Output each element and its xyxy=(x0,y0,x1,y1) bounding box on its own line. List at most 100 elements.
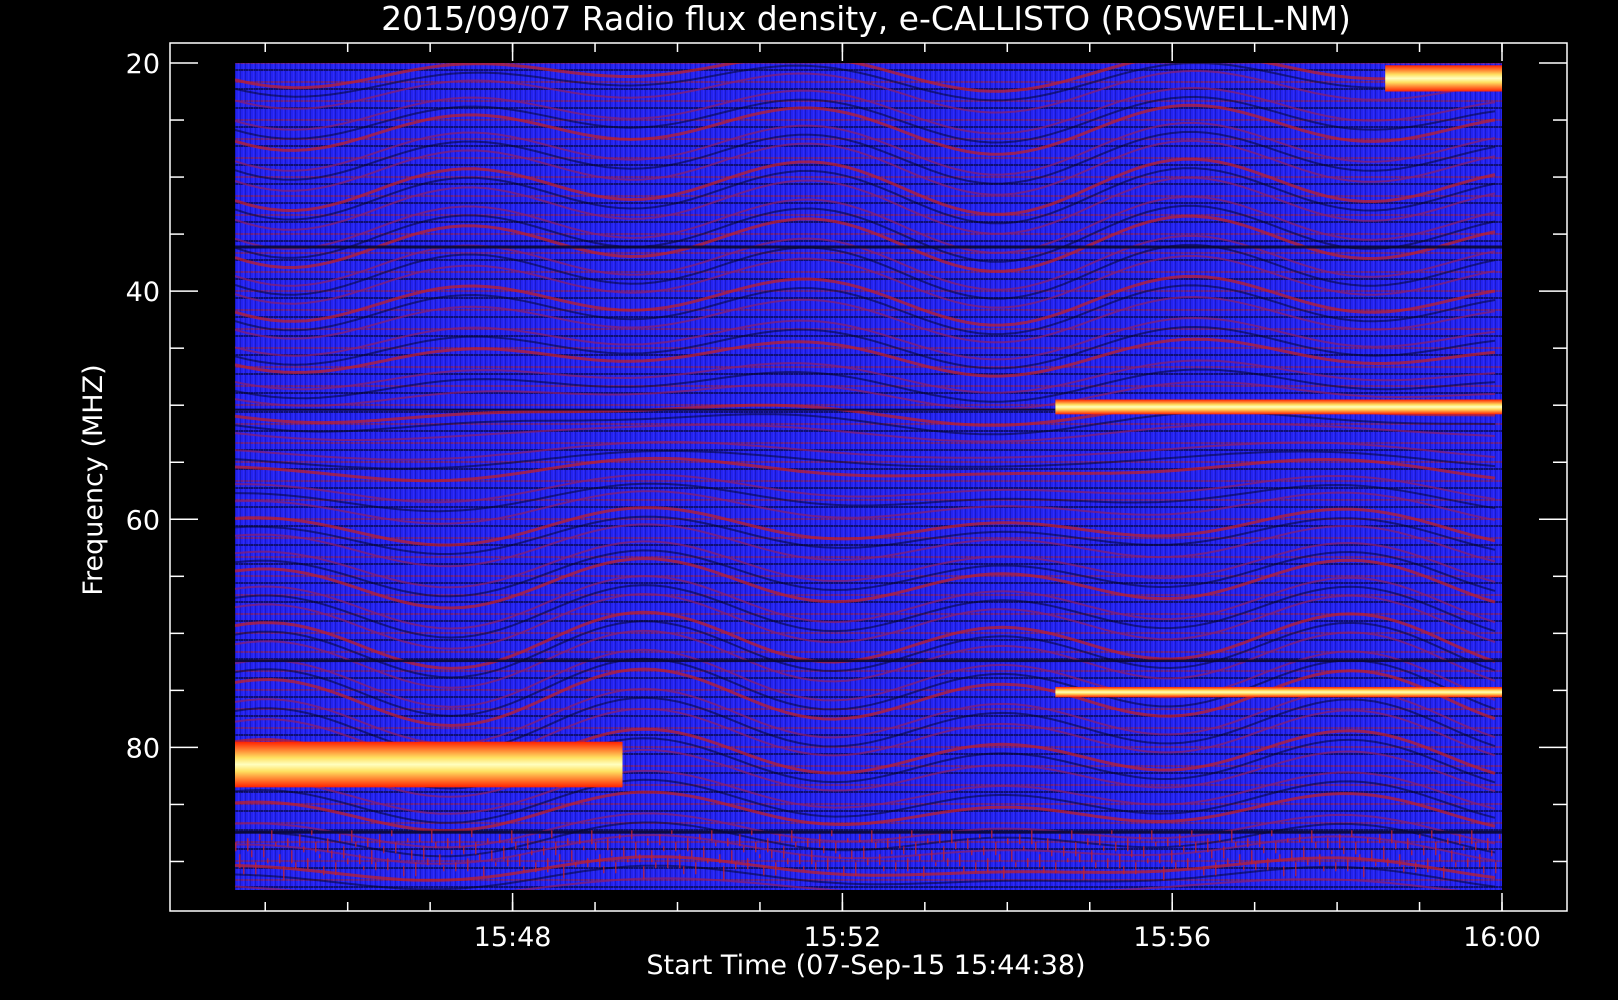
dark-line xyxy=(235,515,1496,555)
noise-mark xyxy=(663,846,665,852)
wave-line xyxy=(235,812,1496,849)
wave-line xyxy=(235,629,1496,689)
noise-mark xyxy=(407,838,409,843)
noise-mark xyxy=(751,830,753,836)
noise-mark xyxy=(623,846,625,857)
wave-line xyxy=(235,855,1496,882)
wave-line xyxy=(235,790,1496,833)
noise-mark xyxy=(883,866,885,872)
noise-mark xyxy=(1411,850,1413,856)
wave-line xyxy=(235,195,1496,254)
noise-mark xyxy=(1039,854,1041,868)
noise-mark xyxy=(411,850,413,860)
axes-frame xyxy=(169,42,1568,912)
noise-mark xyxy=(399,854,401,860)
dark-line xyxy=(235,63,1496,102)
spectrogram-features xyxy=(235,65,1502,788)
noise-mark xyxy=(1131,850,1133,858)
noise-mark xyxy=(691,850,693,858)
noise-mark xyxy=(1459,834,1461,845)
dark-line xyxy=(235,95,1496,144)
noise-mark xyxy=(1271,830,1273,837)
wave-line xyxy=(235,69,1496,114)
noise-mark xyxy=(547,858,549,873)
noise-mark xyxy=(1323,866,1325,872)
noise-mark xyxy=(875,842,877,849)
noise-mark xyxy=(1051,850,1053,857)
noise-mark xyxy=(811,850,813,865)
noise-mark xyxy=(571,850,573,862)
noise-mark xyxy=(355,842,357,848)
y-tick-label: 40 xyxy=(126,277,160,308)
noise-mark xyxy=(759,854,761,859)
noise-mark xyxy=(519,854,521,867)
wave-line xyxy=(235,214,1496,273)
noise-mark xyxy=(1107,858,1109,869)
noise-mark xyxy=(599,854,601,868)
noise-mark xyxy=(1015,862,1017,868)
wave-line xyxy=(235,157,1496,216)
noise-mark xyxy=(611,850,613,857)
dark-line xyxy=(235,130,1496,185)
dark-line xyxy=(235,284,1496,336)
noise-mark xyxy=(471,830,473,838)
noise-mark xyxy=(1219,834,1221,842)
noise-mark xyxy=(391,830,393,837)
noise-mark xyxy=(967,838,969,850)
noise-mark xyxy=(747,858,749,870)
noise-mark xyxy=(387,858,389,871)
noise-mark xyxy=(339,834,341,842)
noise-mark xyxy=(639,854,641,863)
noise-mark xyxy=(323,866,325,876)
noise-mark xyxy=(647,838,649,846)
noise-mark xyxy=(1427,858,1429,873)
noise-mark xyxy=(1063,846,1065,857)
noise-mark xyxy=(347,858,349,865)
noise-mark xyxy=(1355,842,1357,855)
wave-line xyxy=(235,176,1496,235)
noise-mark xyxy=(275,842,277,847)
noise-mark xyxy=(1083,866,1085,880)
noise-mark xyxy=(679,854,681,869)
x-tick-label: 15:48 xyxy=(474,922,552,953)
noise-mark xyxy=(1379,834,1381,844)
noise-mark xyxy=(1111,830,1113,835)
noise-mark xyxy=(515,842,517,850)
noise-mark xyxy=(619,834,621,840)
noise-mark xyxy=(655,862,657,869)
noise-mark xyxy=(1227,858,1229,865)
noise-mark xyxy=(767,838,769,853)
noise-mark xyxy=(1027,858,1029,868)
noise-mark xyxy=(1103,846,1105,852)
noise-mark xyxy=(699,834,701,841)
noise-mark xyxy=(603,866,605,874)
noise-mark xyxy=(683,866,685,875)
noise-mark xyxy=(879,854,881,866)
noise-mark xyxy=(1415,862,1417,873)
noise-mark xyxy=(1307,858,1309,866)
noise-mark xyxy=(375,862,377,871)
x-axis-ticks: 15:48 15:52 15:56 16:00 xyxy=(264,43,1541,953)
noise-mark xyxy=(1439,854,1441,862)
noise-mark xyxy=(891,850,893,855)
noise-mark xyxy=(775,862,777,876)
noise-mark xyxy=(287,838,289,847)
noise-mark xyxy=(1447,838,1449,845)
noise-mark xyxy=(947,858,949,867)
noise-mark xyxy=(1375,862,1377,867)
noise-mark xyxy=(1059,834,1061,840)
noise-mark xyxy=(907,858,909,872)
noise-mark xyxy=(1331,850,1333,855)
noise-mark xyxy=(303,846,305,853)
noise-mark xyxy=(915,842,917,855)
noise-mark xyxy=(1315,842,1317,849)
noise-mark xyxy=(559,854,561,862)
dark-line xyxy=(235,584,1496,639)
noise-mark xyxy=(1419,834,1421,839)
noise-mark xyxy=(535,862,537,873)
noise-mark xyxy=(315,842,317,853)
noise-mark xyxy=(483,866,485,878)
noise-mark xyxy=(1151,830,1153,841)
noise-mark xyxy=(1279,854,1281,860)
